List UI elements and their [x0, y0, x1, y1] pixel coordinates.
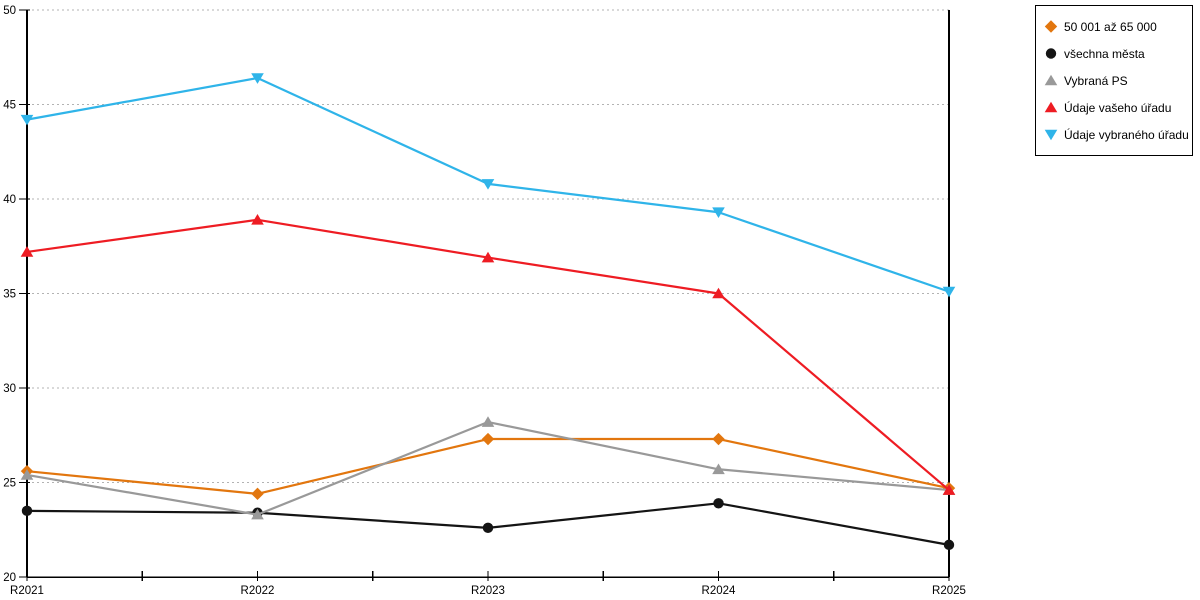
series-0	[20, 432, 956, 501]
data-point	[712, 432, 725, 446]
data-point	[481, 251, 495, 263]
x-tick-label: R2024	[702, 585, 736, 597]
x-tick-label: R2022	[241, 585, 275, 597]
data-point	[482, 522, 494, 534]
legend-item-udaje-vybraneho-uradu: Údaje vybraného úřadu	[1044, 121, 1189, 148]
x-tick-label: R2023	[471, 585, 505, 597]
data-point	[251, 73, 264, 84]
legend-label: Vybraná PS	[1064, 73, 1128, 88]
y-tick-label: 45	[3, 100, 16, 112]
y-tick-label: 40	[3, 194, 16, 206]
data-point	[20, 469, 34, 480]
data-point	[942, 484, 956, 495]
data-point	[20, 114, 34, 126]
data-point	[21, 505, 33, 517]
data-point	[251, 508, 264, 520]
y-axis-ticks: 20 25 30 35 40 45 50	[3, 5, 30, 584]
data-point	[481, 416, 495, 427]
legend-item-udaje-vaseho-uradu: Údaje vašeho úřadu	[1044, 94, 1186, 121]
data-point	[481, 179, 495, 190]
legend-label: všechna města	[1064, 46, 1145, 61]
legend-label: 50 001 až 65 000	[1064, 19, 1157, 34]
x-tick-label: R2021	[10, 585, 44, 597]
y-tick-label: 30	[3, 383, 16, 395]
data-point	[251, 487, 264, 501]
chart-canvas: 20 25 30 35 40 45 50 R2021 R2022 R2023 R2024 R2025	[3, 5, 966, 597]
y-tick-label: 20	[3, 572, 16, 584]
y-tick-label: 50	[3, 5, 16, 17]
triangle-up-marker-icon	[1044, 74, 1058, 87]
legend: 50 001 až 65 000 všechna města Vybraná P…	[1035, 5, 1193, 156]
data-point	[251, 213, 264, 225]
data-point	[712, 463, 725, 475]
x-axis-ticks: R2021 R2022 R2023 R2024 R2025	[10, 571, 966, 597]
series-4	[20, 73, 956, 298]
gridlines	[27, 9, 949, 483]
legend-label: Údaje vašeho úřadu	[1064, 100, 1172, 115]
legend-item-vybrana-ps: Vybraná PS	[1044, 67, 1186, 94]
legend-label: Údaje vybraného úřadu	[1064, 127, 1189, 142]
legend-item-50001-az-65000: 50 001 až 65 000	[1044, 13, 1186, 40]
data-point	[712, 207, 725, 219]
data-point	[942, 286, 956, 298]
data-point	[481, 432, 495, 446]
series-3	[20, 213, 956, 495]
series-1	[21, 498, 955, 551]
x-tick-label: R2025	[932, 585, 966, 597]
y-tick-label: 25	[3, 478, 16, 490]
y-tick-label: 35	[3, 289, 16, 301]
series-2	[20, 416, 956, 520]
data-point	[943, 539, 955, 551]
triangle-down-marker-icon	[1044, 128, 1058, 141]
triangle-up-marker-icon	[1044, 101, 1058, 114]
series-line	[26, 437, 950, 495]
legend-item-vsechna-mesta: všechna města	[1044, 40, 1186, 67]
data-point	[20, 246, 34, 257]
data-point	[713, 498, 724, 509]
diamond-marker-icon	[1044, 20, 1058, 33]
circle-marker-icon	[1044, 47, 1058, 60]
data-point	[712, 287, 725, 299]
